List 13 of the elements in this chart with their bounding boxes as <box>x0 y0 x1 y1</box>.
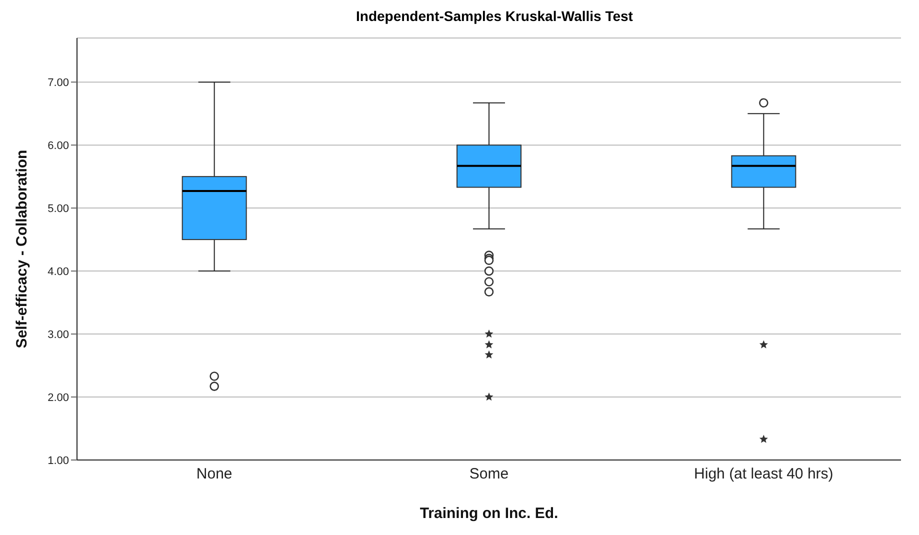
y-tick-label: 2.00 <box>48 392 69 404</box>
x-tick-label: High (at least 40 hrs) <box>694 466 834 483</box>
x-axis-title: Training on Inc. Ed. <box>420 505 558 522</box>
y-tick-label: 3.00 <box>48 328 69 341</box>
chart-title: Independent-Samples Kruskal-Wallis Test <box>355 8 634 26</box>
y-tick-label: 5.00 <box>48 202 69 215</box>
x-tick-label: None <box>196 466 232 483</box>
x-tick-label: Some <box>469 466 509 483</box>
y-axis-title: Self-efficacy - Collaboration <box>13 150 30 348</box>
y-tick-label: 1.00 <box>48 454 69 467</box>
y-tick-label: 6.00 <box>48 140 69 152</box>
y-tick-label: 7.00 <box>48 76 69 89</box>
y-tick-label: 4.00 <box>48 266 69 278</box>
